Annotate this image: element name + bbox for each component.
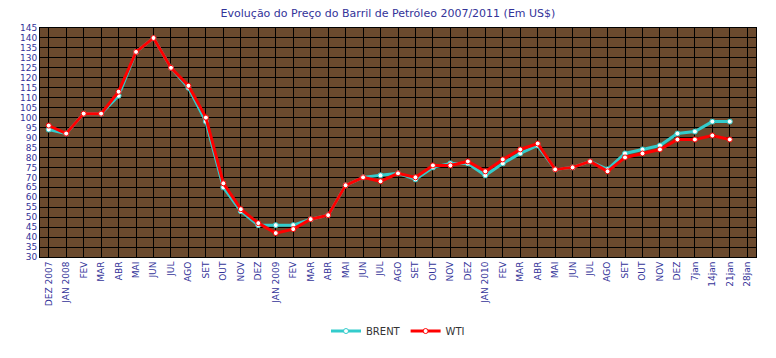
svg-text:50: 50 — [26, 212, 38, 222]
svg-text:SET: SET — [201, 261, 211, 278]
svg-text:MAR: MAR — [515, 262, 525, 282]
svg-text:95: 95 — [26, 123, 37, 133]
svg-text:NOV: NOV — [236, 261, 246, 282]
svg-text:JUN: JUN — [148, 262, 158, 279]
svg-text:FEV: FEV — [79, 261, 89, 279]
svg-text:SET: SET — [410, 261, 420, 278]
svg-text:21jan: 21jan — [725, 262, 735, 287]
svg-text:MAI: MAI — [131, 262, 141, 279]
svg-text:JUL: JUL — [375, 262, 385, 277]
svg-text:OUT: OUT — [637, 261, 647, 281]
svg-text:MAI: MAI — [341, 262, 351, 279]
svg-text:MAR: MAR — [306, 262, 316, 282]
svg-text:BRENT: BRENT — [366, 326, 401, 337]
svg-text:110: 110 — [20, 93, 37, 103]
svg-text:AGO: AGO — [602, 262, 612, 282]
svg-text:65: 65 — [26, 182, 37, 192]
svg-text:ABR: ABR — [323, 262, 333, 281]
svg-text:40: 40 — [26, 232, 38, 242]
svg-text:7jan: 7jan — [690, 262, 700, 281]
svg-text:135: 135 — [20, 43, 37, 53]
svg-text:JUL: JUL — [166, 262, 176, 277]
svg-text:30: 30 — [26, 252, 38, 262]
svg-text:70: 70 — [26, 173, 38, 183]
svg-text:105: 105 — [20, 103, 37, 113]
svg-text:DEZ: DEZ — [672, 262, 682, 281]
svg-text:DEZ: DEZ — [463, 262, 473, 281]
svg-text:60: 60 — [26, 192, 38, 202]
svg-text:115: 115 — [20, 83, 37, 93]
svg-text:MAI: MAI — [550, 262, 560, 279]
svg-text:JUN: JUN — [568, 262, 578, 279]
svg-text:JAN 2010: JAN 2010 — [480, 261, 490, 303]
svg-text:80: 80 — [26, 153, 38, 163]
svg-text:120: 120 — [20, 73, 37, 83]
svg-text:Evolução do Preço do Barril de: Evolução do Preço do Barril de Petróleo … — [221, 7, 556, 20]
svg-text:55: 55 — [26, 202, 37, 212]
svg-text:140: 140 — [20, 33, 37, 43]
svg-text:75: 75 — [26, 163, 37, 173]
svg-text:14jan: 14jan — [707, 262, 717, 287]
svg-text:NOV: NOV — [655, 261, 665, 282]
svg-text:28jan: 28jan — [742, 262, 752, 287]
svg-text:100: 100 — [20, 113, 37, 123]
svg-text:85: 85 — [26, 143, 37, 153]
svg-text:OUT: OUT — [218, 261, 228, 281]
svg-text:45: 45 — [26, 222, 37, 232]
svg-text:130: 130 — [20, 53, 37, 63]
svg-text:ABR: ABR — [114, 262, 124, 281]
svg-text:NOV: NOV — [445, 261, 455, 282]
svg-text:AGO: AGO — [183, 262, 193, 282]
svg-text:JAN 2008: JAN 2008 — [61, 261, 71, 303]
svg-text:FEV: FEV — [288, 261, 298, 279]
svg-text:DEZ: DEZ — [253, 262, 263, 281]
svg-text:90: 90 — [26, 133, 38, 143]
svg-text:DEZ 2007: DEZ 2007 — [44, 262, 54, 307]
svg-text:125: 125 — [20, 63, 37, 73]
svg-text:145: 145 — [20, 23, 37, 33]
svg-text:FEV: FEV — [498, 261, 508, 279]
svg-text:JAN 2009: JAN 2009 — [271, 261, 281, 303]
svg-text:35: 35 — [26, 242, 37, 252]
svg-text:AGO: AGO — [393, 262, 403, 282]
svg-text:ABR: ABR — [533, 262, 543, 281]
svg-text:OUT: OUT — [428, 261, 438, 281]
svg-text:SET: SET — [620, 261, 630, 278]
svg-text:JUN: JUN — [358, 262, 368, 279]
svg-text:JUL: JUL — [585, 262, 595, 277]
svg-text:WTI: WTI — [446, 326, 465, 337]
svg-text:MAR: MAR — [96, 262, 106, 282]
